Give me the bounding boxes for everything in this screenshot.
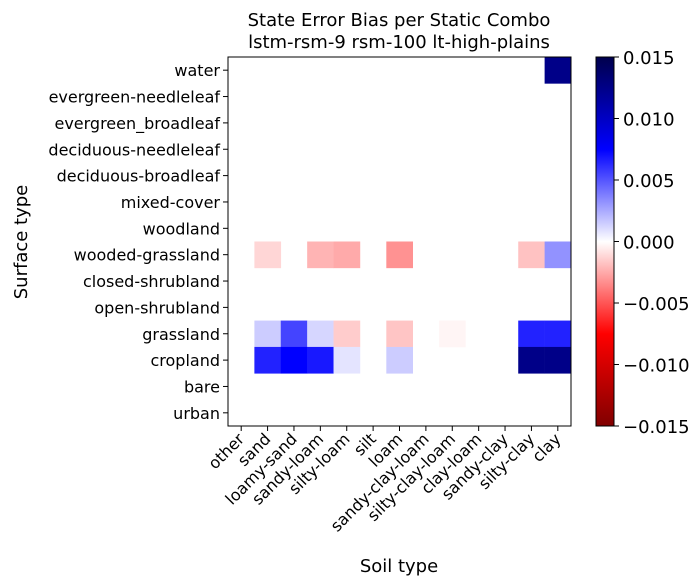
heatmap-cell	[333, 320, 361, 348]
heatmap-cell	[307, 241, 334, 269]
y-tick-label: evergreen-needleleaf	[49, 88, 221, 107]
heatmap-cell	[386, 241, 413, 269]
heatmap-cell	[254, 320, 282, 348]
x-axis: othersandloamy-sandsandy-loamsilty-loams…	[204, 426, 565, 535]
y-tick-label: bare	[184, 377, 220, 396]
heatmap-cell	[439, 320, 466, 348]
y-tick-label: closed-shrubland	[83, 272, 220, 291]
colorbar-tick-label: −0.005	[623, 294, 690, 315]
heatmap-cell	[307, 346, 334, 374]
y-axis: water evergreen-needleleaf evergreen_broad…	[48, 61, 228, 423]
heatmap-cell	[518, 241, 545, 269]
colorbar-tick-label: −0.010	[623, 356, 690, 377]
y-tick-label: cropland	[150, 351, 220, 370]
y-tick-label: deciduous-broadleaf	[57, 167, 221, 186]
y-tick-label: urban	[173, 404, 220, 423]
heatmap-cell	[386, 320, 413, 348]
chart-title: State Error Bias per Static Combo	[248, 10, 551, 31]
colorbar-tick-label: −0.015	[623, 417, 690, 438]
y-tick-label: woodland	[143, 219, 220, 238]
colorbar-tick-label: 0.015	[623, 48, 675, 69]
colorbar-tick-label: 0.005	[623, 171, 675, 192]
heatmap-cells	[254, 57, 572, 374]
y-tick-label: grassland	[142, 325, 220, 344]
y-axis-label: Surface type	[11, 185, 32, 300]
colorbar-ticks: 0.015 0.010 0.005 0.000 −0.005 −0.010 −0.015	[614, 48, 690, 438]
x-axis-label: Soil type	[360, 556, 438, 577]
heatmap-cell	[518, 346, 545, 374]
heatmap-cell	[386, 346, 413, 374]
heatmap-cell	[333, 346, 361, 374]
heatmap-cell	[280, 320, 308, 348]
heatmap-cell	[307, 320, 334, 348]
colorbar-tick-label: 0.000	[623, 233, 675, 254]
plot-area	[227, 56, 572, 427]
y-tick-label: deciduous-needleleaf	[48, 140, 220, 159]
heatmap-cell	[544, 320, 572, 348]
y-tick-label: open-shrubland	[94, 298, 220, 317]
y-tick-label: mixed-cover	[121, 193, 221, 212]
heatmap-cell	[254, 241, 282, 269]
heatmap-cell	[544, 241, 572, 269]
y-tick-label: wooded-grassland	[74, 246, 220, 265]
y-tick-label: evergreen_broadleaf	[54, 114, 220, 134]
heatmap-cell	[544, 346, 572, 374]
heatmap-cell	[333, 241, 361, 269]
x-tick-label: clay	[528, 429, 564, 465]
heatmap-cell	[518, 320, 545, 348]
heatmap-cell	[254, 346, 282, 374]
chart-subtitle: lstm-rsm-9 rsm-100 lt-high-plains	[248, 32, 550, 53]
heatmap-cell	[280, 346, 308, 374]
colorbar-tick-label: 0.010	[623, 110, 675, 131]
colorbar: 0.015 0.010 0.005 0.000 −0.005 −0.010 −0.015	[595, 48, 690, 438]
y-tick-label: water	[174, 61, 220, 80]
colorbar-gradient	[595, 56, 615, 427]
heatmap-cell	[544, 57, 572, 84]
